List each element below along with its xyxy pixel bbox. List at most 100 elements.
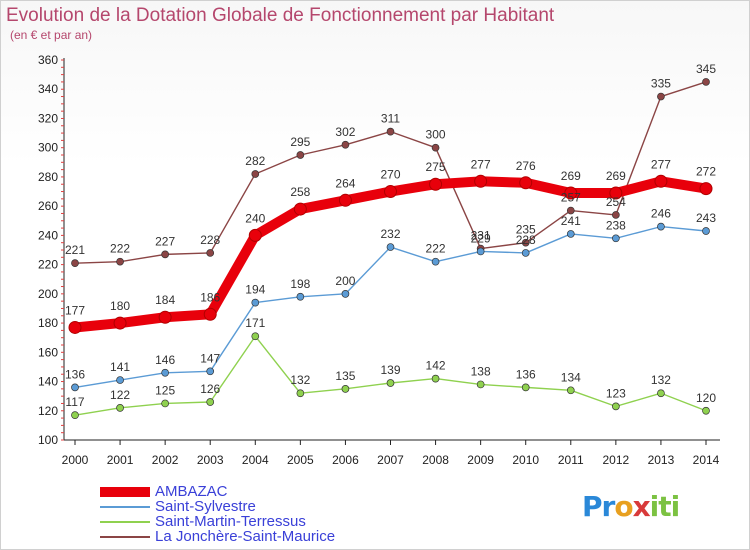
legend-item: Saint-Martin-Terressus [100, 514, 335, 529]
x-tick-label: 2001 [107, 453, 134, 467]
y-tick-label: 120 [38, 404, 58, 418]
data-point [476, 247, 485, 256]
data-label: 122 [110, 388, 130, 402]
data-point [519, 176, 533, 190]
data-point [251, 298, 260, 307]
data-label: 132 [651, 373, 671, 387]
y-tick-label: 320 [38, 111, 58, 125]
data-label: 264 [335, 176, 355, 190]
data-label: 200 [335, 274, 355, 288]
data-label: 177 [65, 303, 85, 317]
data-point [71, 411, 79, 420]
data-label: 227 [155, 234, 175, 248]
data-point [161, 368, 169, 377]
x-tick-label: 2006 [332, 453, 359, 467]
data-label: 136 [516, 367, 536, 381]
x-tick-label: 2002 [152, 453, 179, 467]
data-point [68, 320, 82, 334]
data-point [386, 127, 395, 136]
data-point [341, 289, 350, 298]
data-point [654, 174, 668, 188]
data-label: 221 [65, 243, 85, 257]
x-tick-label: 2000 [62, 453, 89, 467]
series-layer [68, 78, 713, 420]
data-point [384, 185, 397, 199]
proxiti-logo: Proxiti [582, 490, 680, 523]
legend-swatch [100, 487, 150, 498]
data-label: 228 [200, 233, 220, 247]
legend-swatch [100, 506, 150, 509]
y-tick-label: 140 [38, 375, 58, 389]
chart-axes: 100 120 140 160 180 200 220 240 260 280 300 320 340 3… [38, 53, 720, 467]
data-point [612, 402, 620, 411]
series-ambazac [68, 174, 713, 334]
data-point [431, 257, 440, 266]
data-label: 222 [110, 242, 130, 256]
data-point [248, 228, 262, 242]
data-label: 231 [471, 229, 491, 243]
data-point [296, 389, 305, 398]
data-point [699, 182, 713, 196]
y-tick-label: 100 [38, 433, 58, 447]
data-point [206, 249, 215, 257]
data-label: 257 [561, 191, 581, 205]
data-point [612, 234, 620, 243]
series-la-jonch-re-saint-maurice [71, 78, 710, 268]
data-label: 270 [380, 168, 400, 182]
data-label: 276 [516, 159, 536, 173]
data-label: 335 [651, 77, 671, 91]
x-tick-label: 2008 [422, 453, 449, 467]
data-label: 269 [561, 169, 581, 183]
data-point [657, 389, 665, 398]
y-tick-label: 220 [38, 258, 58, 272]
data-label: 269 [606, 169, 626, 183]
y-tick-label: 340 [38, 82, 58, 96]
data-point [71, 259, 79, 268]
data-point [386, 379, 395, 387]
x-tick-label: 2003 [197, 453, 224, 467]
data-label: 240 [245, 211, 265, 225]
data-point [113, 316, 127, 330]
legend-label: Saint-Sylvestre [155, 498, 256, 515]
data-label: 141 [110, 360, 130, 374]
data-point [341, 140, 350, 149]
data-label: 311 [381, 112, 400, 126]
data-label: 229 [471, 231, 491, 245]
data-label: 139 [380, 363, 400, 377]
data-label: 258 [290, 185, 310, 199]
data-point [521, 238, 530, 247]
data-label: 184 [155, 293, 175, 307]
data-point [609, 186, 623, 200]
data-label: 272 [696, 165, 716, 179]
data-point [251, 170, 260, 178]
data-label: 132 [290, 373, 310, 387]
y-tick-label: 180 [38, 316, 58, 330]
legend-swatch [100, 521, 150, 524]
data-label: 300 [426, 128, 446, 142]
data-point [702, 227, 710, 235]
x-tick-label: 2010 [512, 453, 539, 467]
data-label: 295 [290, 135, 310, 149]
data-label: 254 [606, 195, 626, 209]
legend-label: La Jonchère-Saint-Maurice [155, 528, 336, 545]
data-point [702, 78, 710, 86]
legend-item: AMBAZAC [100, 484, 335, 499]
data-label: 345 [696, 62, 716, 76]
data-label: 222 [426, 242, 446, 256]
data-label: 246 [651, 207, 671, 221]
data-point [158, 310, 172, 324]
x-tick-label: 2011 [558, 453, 584, 467]
data-label: 282 [245, 154, 265, 168]
data-point [386, 243, 395, 251]
y-tick-label: 240 [38, 228, 58, 242]
x-tick-label: 2014 [693, 453, 720, 467]
data-label: 126 [200, 382, 220, 396]
y-tick-label: 360 [38, 53, 58, 67]
series-saint-martin-terressus [71, 332, 710, 420]
data-point [206, 398, 215, 406]
data-label: 232 [380, 227, 400, 241]
data-point [474, 174, 488, 188]
legend-swatch [100, 536, 150, 539]
